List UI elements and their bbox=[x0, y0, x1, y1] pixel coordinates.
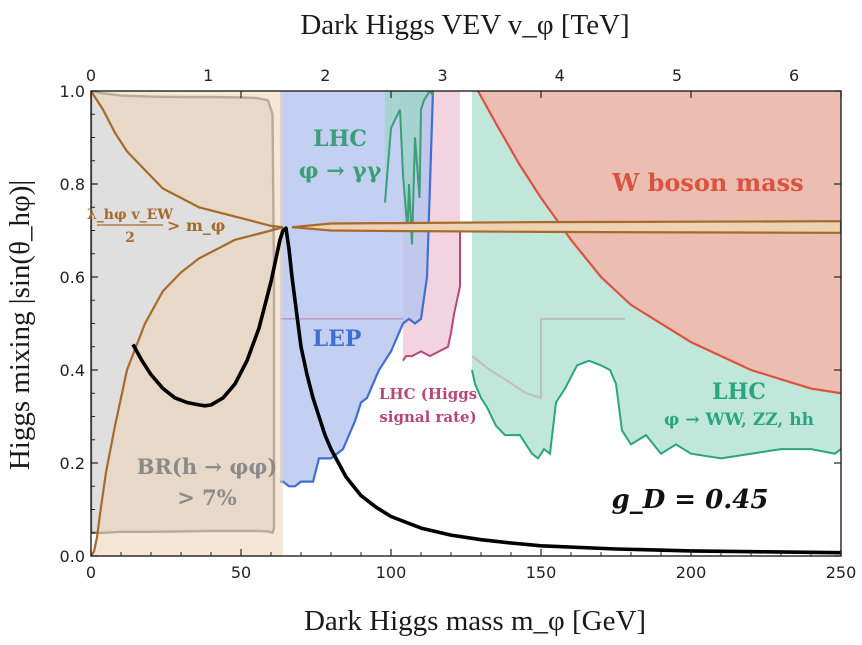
label-lhc-wwzzhh: LHC φ → WW, ZZ, hh bbox=[664, 379, 814, 430]
label-lep: LEP bbox=[313, 326, 362, 352]
y-tick-label: 0.8 bbox=[60, 175, 85, 194]
guide-line-right bbox=[471, 317, 625, 400]
x-tick-label: 0 bbox=[86, 563, 96, 582]
top-tick-label: 2 bbox=[320, 66, 330, 85]
coupling-annotation: g_D = 0.45 bbox=[612, 485, 769, 515]
boundary-w-boson-mass bbox=[477, 91, 841, 395]
label-lhc-higgs-signal-line1: LHC (Higgs bbox=[379, 385, 477, 403]
boundary-lhc-higgs-signal bbox=[402, 230, 461, 362]
region-lhc-diphoton bbox=[385, 91, 433, 245]
region-lambda-upper bbox=[91, 91, 283, 228]
y-tick-label: 0.2 bbox=[60, 454, 85, 473]
y-tick-label: 0.0 bbox=[60, 547, 85, 566]
label-lambda-denominator: 2 bbox=[125, 230, 135, 246]
label-lhc-wwzzhh-line1: LHC bbox=[712, 379, 766, 405]
region-w-boson-mass bbox=[478, 91, 841, 394]
boundary-lambda-upper bbox=[91, 91, 284, 229]
label-lhc-diphoton: LHC φ → γγ bbox=[299, 126, 382, 184]
boundary-lhc-wwzzhh bbox=[471, 359, 841, 460]
top-tick-label: 1 bbox=[203, 66, 213, 85]
boundary-lhc-diphoton bbox=[384, 91, 434, 245]
x-tick-label: 200 bbox=[676, 563, 707, 582]
top-tick-label: 4 bbox=[555, 66, 565, 85]
label-br-line1: BR(h → φφ) bbox=[137, 454, 278, 479]
region-lep bbox=[280, 91, 433, 487]
label-lhc-higgs-signal: LHC (Higgs signal rate) bbox=[379, 385, 477, 426]
region-lambda-band bbox=[291, 220, 841, 234]
x-tick-label: 50 bbox=[231, 563, 251, 582]
x-tick-label: 100 bbox=[376, 563, 407, 582]
top-tick-label: 5 bbox=[672, 66, 682, 85]
label-lhc-higgs-signal-line2: signal rate) bbox=[379, 408, 476, 426]
label-lhc-wwzzhh-line2: φ → WW, ZZ, hh bbox=[664, 410, 814, 430]
label-lhc-diphoton-line1: LHC bbox=[313, 126, 367, 152]
boundary-lambda-lower bbox=[91, 226, 284, 556]
contour-line-gd bbox=[131, 226, 841, 555]
top-tick-label: 3 bbox=[437, 66, 447, 85]
label-lambda-rhs: > m_φ bbox=[167, 216, 225, 235]
top-tick-label: 6 bbox=[789, 66, 799, 85]
boundary-lep bbox=[280, 91, 435, 488]
top-tick-label: 0 bbox=[86, 66, 96, 85]
label-lhc-diphoton-line2: φ → γγ bbox=[299, 158, 382, 184]
x-tick-label: 250 bbox=[826, 563, 857, 582]
top-axis-title: Dark Higgs VEV v_φ [TeV] bbox=[300, 9, 629, 41]
label-w-boson-mass: W boson mass bbox=[611, 168, 803, 197]
y-tick-label: 0.6 bbox=[60, 268, 85, 287]
y-tick-label: 0.4 bbox=[60, 361, 85, 380]
y-tick-label: 1.0 bbox=[60, 82, 85, 101]
label-br-line2: > 7% bbox=[177, 485, 237, 510]
y-axis-title: Higgs mixing |sin(θ_hφ)| bbox=[4, 180, 36, 470]
x-axis-title: Dark Higgs mass m_φ [GeV] bbox=[304, 605, 646, 637]
label-lambda-condition: λ_hφ v_EW 2 > m_φ bbox=[87, 207, 225, 246]
label-br-higgs-decay: BR(h → φφ) > 7% bbox=[137, 454, 278, 510]
x-tick-label: 150 bbox=[526, 563, 557, 582]
region-lambda-lower bbox=[91, 227, 283, 556]
label-lambda-numerator: λ_hφ v_EW bbox=[87, 207, 173, 223]
